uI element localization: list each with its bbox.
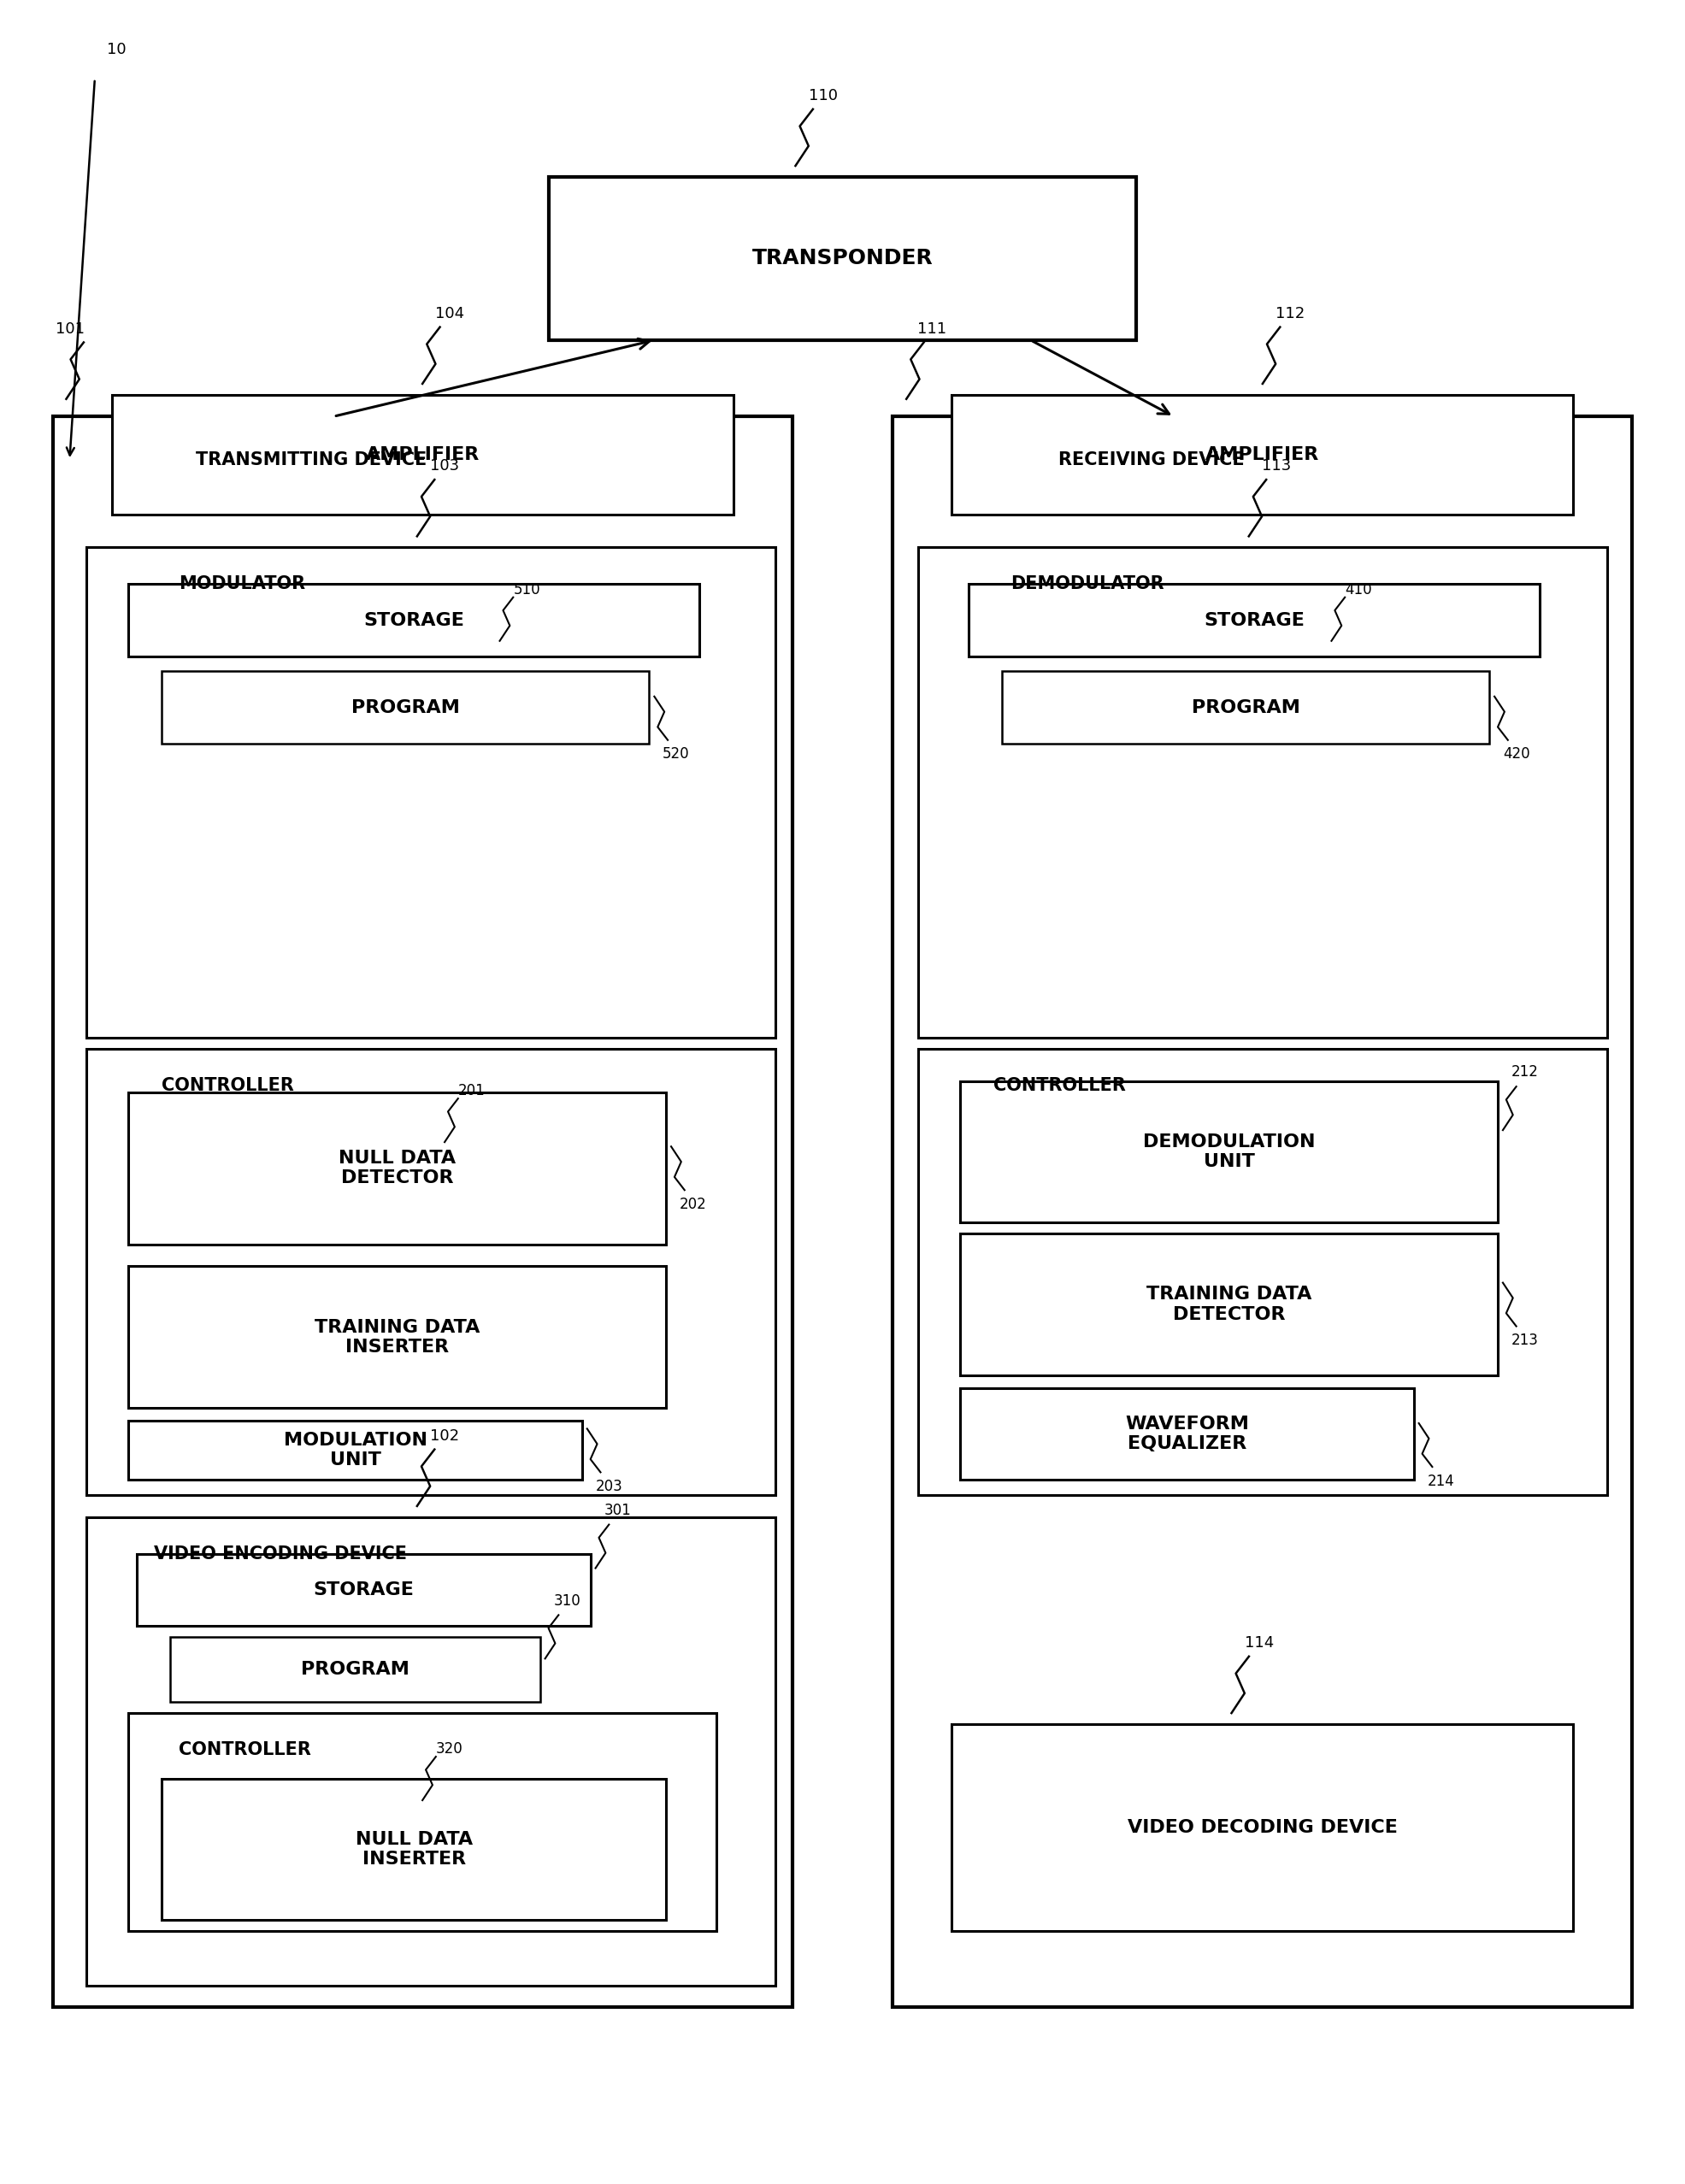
Bar [86, 548, 775, 1037]
Bar [136, 1555, 590, 1625]
Text: 213: 213 [1511, 1332, 1538, 1348]
Text: TRANSPONDER: TRANSPONDER [752, 249, 933, 269]
Text: 203: 203 [595, 1479, 623, 1494]
Bar [918, 1048, 1607, 1496]
Text: AMPLIFIER: AMPLIFIER [366, 446, 480, 463]
Text: STORAGE: STORAGE [313, 1581, 415, 1599]
Text: CONTROLLER: CONTROLLER [179, 1741, 312, 1758]
Text: 520: 520 [662, 747, 689, 762]
Text: 110: 110 [809, 87, 837, 103]
Bar [960, 1234, 1498, 1376]
Bar [548, 177, 1137, 341]
Text: 301: 301 [603, 1503, 632, 1518]
Bar [162, 670, 649, 743]
Text: 101: 101 [56, 321, 84, 336]
Text: NULL DATA
DETECTOR: NULL DATA DETECTOR [339, 1149, 457, 1186]
Bar [952, 1723, 1574, 1931]
Bar [128, 585, 699, 655]
Text: 102: 102 [430, 1428, 460, 1444]
Bar [128, 1712, 716, 1931]
Bar [111, 395, 733, 515]
Text: NULL DATA
INSERTER: NULL DATA INSERTER [356, 1830, 473, 1867]
Text: 104: 104 [435, 306, 465, 321]
Text: PROGRAM: PROGRAM [302, 1662, 409, 1677]
Text: 103: 103 [430, 459, 460, 474]
Bar [952, 395, 1574, 515]
Text: WAVEFORM
EQUALIZER: WAVEFORM EQUALIZER [1126, 1415, 1249, 1452]
Text: 214: 214 [1427, 1474, 1454, 1489]
Bar [893, 417, 1633, 2007]
Text: AMPLIFIER: AMPLIFIER [1205, 446, 1319, 463]
Text: PROGRAM: PROGRAM [1191, 699, 1301, 716]
Text: STORAGE: STORAGE [1203, 612, 1304, 629]
Bar [162, 1778, 666, 1920]
Text: CONTROLLER: CONTROLLER [162, 1077, 295, 1094]
Text: 111: 111 [917, 321, 947, 336]
Bar [86, 1048, 775, 1496]
Bar [52, 417, 792, 2007]
Text: STORAGE: STORAGE [364, 612, 465, 629]
Text: MODULATOR: MODULATOR [179, 577, 305, 592]
Text: 202: 202 [679, 1197, 706, 1212]
Bar [960, 1389, 1414, 1481]
Text: TRANSMITTING DEVICE: TRANSMITTING DEVICE [195, 452, 426, 470]
Text: 420: 420 [1503, 747, 1530, 762]
Bar [128, 1267, 666, 1409]
Text: PROGRAM: PROGRAM [352, 699, 460, 716]
Text: VIDEO DECODING DEVICE: VIDEO DECODING DEVICE [1127, 1819, 1397, 1837]
Text: TRAINING DATA
DETECTOR: TRAINING DATA DETECTOR [1146, 1286, 1311, 1324]
Text: 212: 212 [1511, 1064, 1538, 1081]
Bar [1003, 670, 1490, 743]
Bar [86, 1518, 775, 1985]
Bar [128, 1422, 581, 1481]
Text: 410: 410 [1345, 581, 1372, 596]
Text: 320: 320 [436, 1741, 463, 1756]
Text: 113: 113 [1262, 459, 1291, 474]
Bar [918, 548, 1607, 1037]
Text: 112: 112 [1276, 306, 1304, 321]
Text: 114: 114 [1245, 1636, 1274, 1651]
Text: 510: 510 [514, 581, 541, 596]
Bar [170, 1636, 541, 1701]
Text: 310: 310 [553, 1592, 581, 1607]
Text: 10: 10 [106, 41, 126, 57]
Bar [128, 1092, 666, 1245]
Text: DEMODULATION
UNIT: DEMODULATION UNIT [1142, 1133, 1314, 1171]
Text: MODULATION
UNIT: MODULATION UNIT [283, 1433, 426, 1470]
Text: CONTROLLER: CONTROLLER [994, 1077, 1126, 1094]
Text: TRAINING DATA
INSERTER: TRAINING DATA INSERTER [315, 1319, 480, 1356]
Text: VIDEO ENCODING DEVICE: VIDEO ENCODING DEVICE [153, 1546, 406, 1562]
Text: DEMODULATOR: DEMODULATOR [1011, 577, 1164, 592]
Bar [960, 1081, 1498, 1223]
Text: RECEIVING DEVICE: RECEIVING DEVICE [1058, 452, 1245, 470]
Text: 201: 201 [458, 1083, 485, 1099]
Bar [969, 585, 1540, 655]
